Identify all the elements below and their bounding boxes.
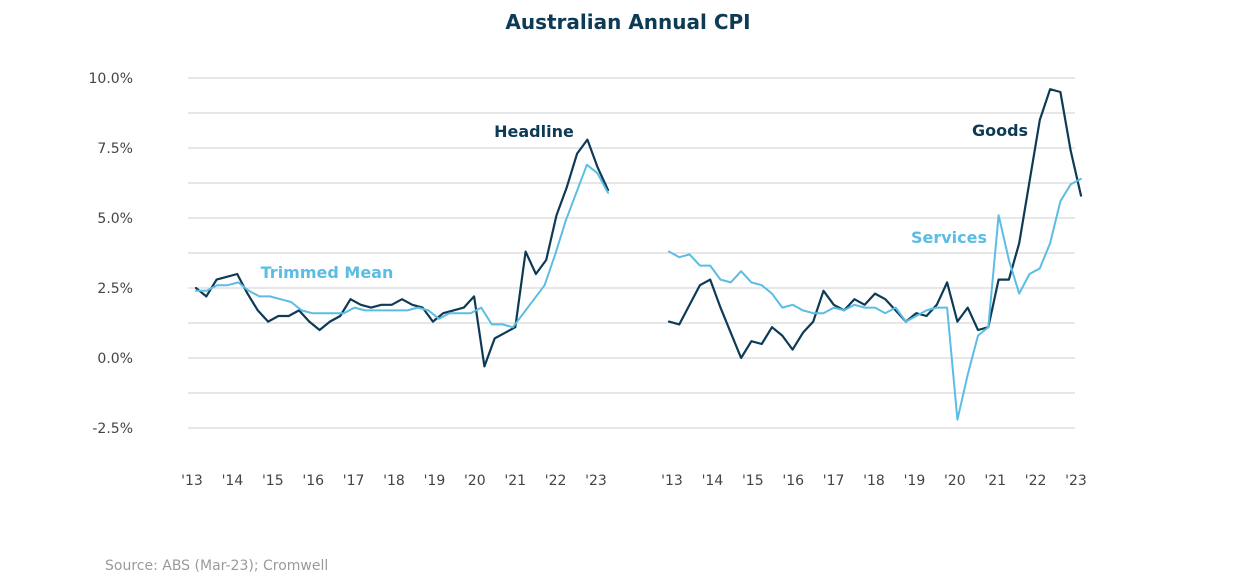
series-line-goods <box>667 88 1083 360</box>
x-tick-label: '23 <box>1065 473 1087 489</box>
x-tick-label: '22 <box>545 473 567 489</box>
x-tick-label: '16 <box>782 473 804 489</box>
x-tick-label: '23 <box>585 473 607 489</box>
y-tick-label: 5.0% <box>97 211 133 227</box>
y-axis-ticks: 10.0% 7.5% 5.0% 2.5% 0.0% -2.5% <box>89 71 133 437</box>
series-line-services <box>668 177 1082 421</box>
services-label: Services <box>911 228 987 247</box>
x-tick-label: '18 <box>863 473 885 489</box>
x-tick-label: '19 <box>904 473 926 489</box>
series-lines <box>194 88 1083 421</box>
x-tick-label: '14 <box>222 473 244 489</box>
series-line-headline <box>194 138 610 368</box>
y-tick-label: -2.5% <box>92 421 133 437</box>
y-tick-label: 2.5% <box>97 281 133 297</box>
x-tick-label: '13 <box>181 473 203 489</box>
x-tick-label: '15 <box>262 473 284 489</box>
headline-label: Headline <box>494 122 574 141</box>
x-tick-label: '17 <box>823 473 845 489</box>
x-tick-label: '13 <box>661 473 683 489</box>
x-tick-label: '14 <box>702 473 724 489</box>
source-note: Source: ABS (Mar-23); Cromwell <box>105 558 328 574</box>
x-tick-label: '18 <box>383 473 405 489</box>
goods-label: Goods <box>972 121 1028 140</box>
y-tick-label: 0.0% <box>97 351 133 367</box>
trimmed-mean-label: Trimmed Mean <box>261 263 394 282</box>
x-tick-label: '20 <box>464 473 486 489</box>
x-tick-label: '20 <box>944 473 966 489</box>
x-tick-label: '16 <box>302 473 324 489</box>
x-tick-label: '22 <box>1025 473 1047 489</box>
gridlines <box>188 77 1075 429</box>
x-tick-label: '19 <box>424 473 446 489</box>
x-tick-label: '21 <box>984 473 1006 489</box>
series-line-trimmed-mean <box>195 163 609 329</box>
chart-title: Australian Annual CPI <box>505 10 750 34</box>
y-tick-label: 10.0% <box>89 71 133 87</box>
x-tick-label: '17 <box>343 473 365 489</box>
x-tick-label: '21 <box>504 473 526 489</box>
y-tick-label: 7.5% <box>97 141 133 157</box>
x-axis-ticks: '13 '14 '15 '16 '17 '18 '19 '20 '21 '22 '23 '13 '14 '… <box>181 473 1087 489</box>
x-tick-label: '15 <box>742 473 764 489</box>
